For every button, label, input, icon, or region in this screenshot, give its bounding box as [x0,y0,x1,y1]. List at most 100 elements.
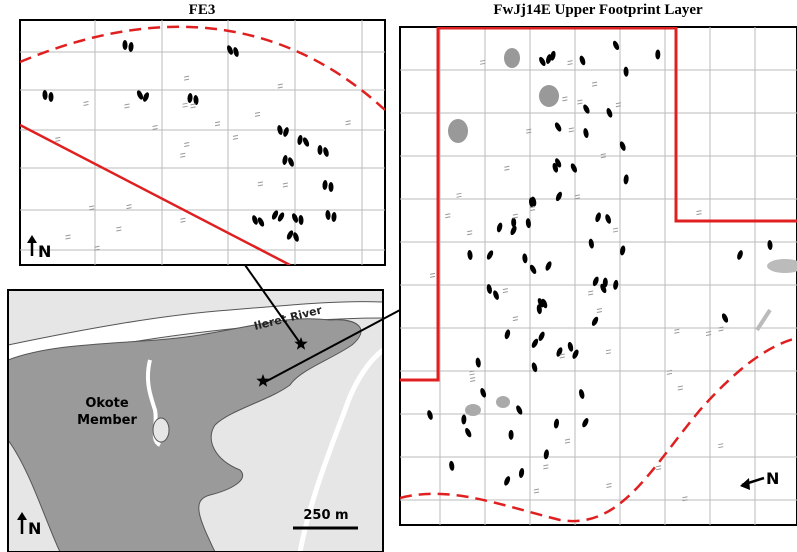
footprint [606,108,613,118]
trace [567,60,573,66]
trace [257,181,263,187]
trace [615,102,621,108]
scale-label: 250 m [303,508,348,523]
footprint [550,50,556,61]
footprint [539,56,546,66]
trace [89,205,95,211]
trace [124,103,130,109]
fwjj14e-panel: N [399,26,797,526]
site-star [256,374,270,387]
footprint [331,212,337,222]
trace [180,217,186,223]
trace [282,182,288,188]
footprint [545,261,552,271]
footprint [620,245,626,256]
footprint [486,284,492,294]
footprint [293,232,299,242]
north-label: N [38,242,51,261]
map-frame [7,289,384,552]
footprint [511,217,517,228]
footprint [541,298,548,309]
site-star [294,337,308,350]
footprint [518,468,525,478]
footprint [496,222,503,233]
footprint [128,42,134,52]
footprint [493,290,499,300]
map-panel [8,290,383,552]
footprint [554,122,562,132]
footprint [480,388,487,398]
trace [588,290,594,296]
trace [529,206,536,212]
footprint [486,250,494,260]
footprint [530,196,537,207]
trace [526,128,532,134]
footprint [297,135,303,145]
member-label: Member [77,413,137,428]
footprint [737,250,743,260]
trace [605,349,612,355]
footprint [271,210,279,220]
footprint [328,182,334,192]
trace [564,438,571,444]
trace [214,121,221,127]
footprint [461,414,467,425]
trace [65,234,71,240]
footprint [623,66,629,77]
footprint [226,45,234,55]
trace [190,103,196,109]
trace [232,134,239,140]
footprint [529,264,537,274]
trace [502,288,508,294]
footprint [475,357,481,368]
trace [677,385,683,391]
footprint [136,90,144,100]
footprint [619,141,626,151]
member-label: Okote [85,396,128,411]
footprint [583,104,590,114]
footprint [291,213,299,223]
trace [55,136,61,142]
footprint [317,145,323,155]
footprint [531,362,538,373]
footprint [516,405,523,415]
footprint [187,93,193,103]
footprint [605,214,612,224]
footprint [322,180,328,190]
trace [456,192,462,198]
trace [345,120,351,126]
trace [718,326,724,332]
trace [718,443,724,449]
fe3-panel: N [19,19,386,266]
footprint [510,225,517,236]
trace [94,245,100,251]
footprint [142,92,150,102]
footprint [579,55,586,66]
trace [445,213,451,219]
trace [182,102,188,108]
footprint [282,155,288,165]
footprint [555,191,562,202]
trace [574,194,580,200]
trace [577,99,583,105]
trace [83,101,89,107]
footprint [552,162,559,173]
footprint [449,460,455,471]
trace [126,204,132,210]
footprint [288,157,294,167]
footprint [467,250,473,260]
trace [512,316,519,322]
footprint [522,253,528,264]
footprint [623,174,629,185]
footprint [567,341,574,352]
panel-title: FE3 [189,2,216,18]
footprint [543,449,549,460]
footprint [504,329,511,340]
footprint [591,316,599,326]
footprint [582,418,589,428]
footprint [600,283,607,294]
trace [184,75,190,81]
footprint [286,230,294,240]
trace [512,213,518,219]
